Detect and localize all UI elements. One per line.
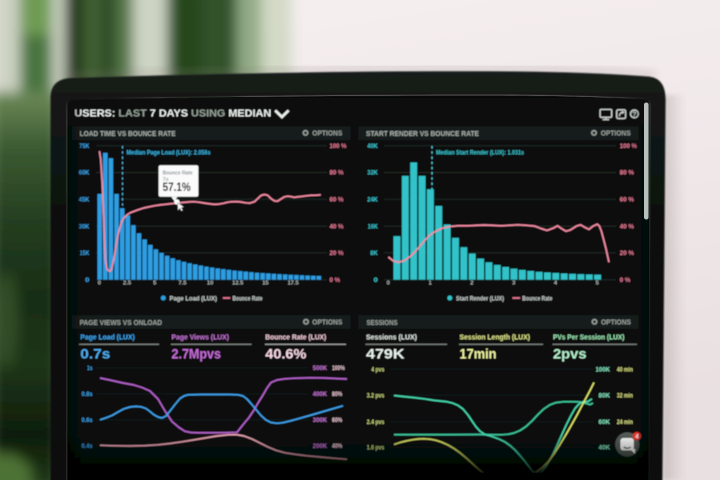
svg-text:400K: 400K — [313, 392, 328, 398]
svg-text:0: 0 — [374, 277, 379, 284]
svg-text:80 %: 80 % — [330, 170, 344, 177]
svg-text:0.8s: 0.8s — [82, 392, 94, 398]
svg-text:Session Length (LUX): Session Length (LUX) — [460, 333, 531, 342]
svg-text:60 %: 60 % — [330, 197, 344, 204]
svg-text:24K: 24K — [367, 197, 378, 204]
svg-text:Bounce Rate (LUX): Bounce Rate (LUX) — [265, 333, 327, 342]
svg-text:Sessions (LUX): Sessions (LUX) — [366, 333, 418, 342]
svg-text:16K: 16K — [368, 223, 378, 230]
svg-text:START RENDER VS BOUNCE RATE: START RENDER VS BOUNCE RATE — [366, 129, 479, 138]
svg-text:0.6s: 0.6s — [82, 418, 94, 424]
svg-text:OPTIONS: OPTIONS — [312, 130, 342, 138]
svg-text:40 %: 40 % — [330, 223, 344, 230]
svg-text:15K: 15K — [80, 250, 90, 257]
svg-text:2.7Mpvs: 2.7Mpvs — [172, 347, 222, 362]
svg-text:40 %: 40 % — [620, 223, 634, 230]
svg-text:40.6%: 40.6% — [265, 347, 306, 362]
svg-text:0: 0 — [387, 280, 390, 286]
svg-text:60%: 60% — [332, 418, 343, 424]
svg-text:2.5: 2.5 — [123, 280, 132, 286]
svg-text:OPTIONS: OPTIONS — [601, 319, 631, 327]
svg-text:100 %: 100 % — [330, 143, 347, 150]
svg-text:OPTIONS: OPTIONS — [601, 130, 631, 138]
svg-text:32K: 32K — [367, 170, 378, 177]
svg-text:100%: 100% — [332, 366, 345, 372]
svg-text:2.4 pvs: 2.4 pvs — [367, 420, 385, 426]
svg-text:5: 5 — [596, 280, 600, 286]
svg-text:30K: 30K — [79, 223, 90, 230]
svg-text:Median Start Render (LUX): 1.0: Median Start Render (LUX): 1.031s — [436, 149, 524, 156]
svg-text:0.7s: 0.7s — [80, 347, 110, 362]
svg-text:Bounce Rate: Bounce Rate — [522, 295, 552, 302]
svg-text:17min: 17min — [460, 347, 497, 362]
svg-text:60 %: 60 % — [620, 197, 634, 204]
svg-text:80%: 80% — [332, 392, 343, 398]
svg-text:5: 5 — [153, 280, 157, 286]
svg-text:24 min: 24 min — [617, 420, 633, 426]
svg-text:57.1%: 57.1% — [163, 181, 192, 194]
svg-text:75K: 75K — [79, 143, 89, 150]
svg-text:Bounce Rate: Bounce Rate — [163, 170, 194, 176]
svg-text:0 %: 0 % — [330, 277, 341, 284]
svg-text:3: 3 — [512, 280, 516, 286]
svg-text:PVs Per Session (LUX): PVs Per Session (LUX) — [553, 333, 625, 342]
svg-text:Median Page Load (LUX): 2.056s: Median Page Load (LUX): 2.056s — [127, 149, 211, 156]
svg-text:Bounce Rate: Bounce Rate — [233, 295, 263, 302]
svg-text:2: 2 — [470, 280, 473, 286]
svg-text:300K: 300K — [313, 418, 328, 424]
svg-text:3.2 pvs: 3.2 pvs — [367, 394, 385, 400]
svg-text:40 min: 40 min — [617, 367, 633, 373]
svg-text:45K: 45K — [79, 197, 90, 204]
svg-text:4: 4 — [554, 280, 558, 286]
svg-text:4 pvs: 4 pvs — [371, 367, 385, 373]
svg-text:7s: 7s — [163, 177, 169, 183]
svg-text:OPTIONS: OPTIONS — [312, 319, 342, 327]
svg-text:1: 1 — [428, 280, 432, 286]
svg-text:100K: 100K — [596, 367, 611, 373]
svg-text:PAGE VIEWS VS ONLOAD: PAGE VIEWS VS ONLOAD — [80, 318, 163, 327]
svg-text:60K: 60K — [599, 420, 611, 426]
svg-text:Page Views (LUX): Page Views (LUX) — [172, 333, 230, 342]
svg-text:20 %: 20 % — [620, 250, 634, 257]
svg-text:15: 15 — [262, 280, 269, 286]
svg-text:USERS: LAST 7 DAYS USING MEDIA: USERS: LAST 7 DAYS USING MEDIAN — [74, 108, 271, 119]
svg-text:10: 10 — [207, 280, 213, 286]
svg-text:0: 0 — [85, 277, 90, 284]
svg-text:0: 0 — [98, 280, 101, 286]
svg-text:0 %: 0 % — [620, 277, 631, 284]
svg-text:80K: 80K — [599, 394, 611, 400]
svg-text:LOAD TIME VS BOUNCE RATE: LOAD TIME VS BOUNCE RATE — [80, 129, 176, 138]
svg-text:40K: 40K — [367, 143, 378, 150]
svg-text:60K: 60K — [79, 170, 90, 177]
svg-text:32 min: 32 min — [617, 394, 633, 400]
svg-text:1s: 1s — [87, 366, 93, 372]
svg-text:80 %: 80 % — [620, 170, 634, 177]
svg-text:479K: 479K — [366, 347, 405, 362]
svg-text:500K: 500K — [313, 366, 328, 372]
svg-text:Page Load (LUX): Page Load (LUX) — [80, 333, 135, 342]
svg-text:12.5: 12.5 — [232, 280, 244, 286]
svg-text:Page Load (LUX): Page Load (LUX) — [170, 295, 218, 302]
svg-text:Start Render (LUX): Start Render (LUX) — [456, 295, 504, 302]
svg-text:20 %: 20 % — [330, 250, 344, 257]
svg-text:100 %: 100 % — [620, 143, 637, 150]
svg-text:17.5: 17.5 — [287, 280, 299, 286]
svg-text:7.5: 7.5 — [178, 280, 187, 286]
svg-text:SESSIONS: SESSIONS — [367, 318, 398, 327]
svg-text:2pvs: 2pvs — [553, 347, 587, 362]
svg-text:8K: 8K — [370, 250, 378, 257]
